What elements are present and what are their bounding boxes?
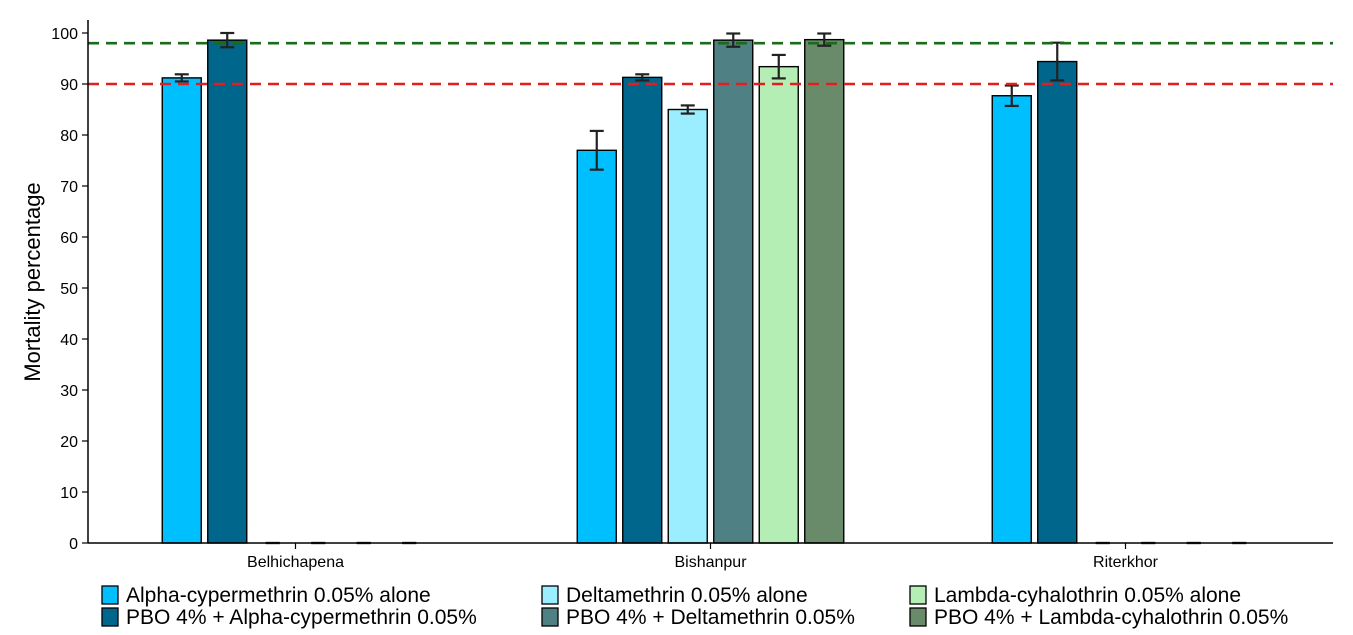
legend-item: Deltamethrin 0.05% alone	[541, 584, 808, 607]
x-tick-label: Bishanpur	[674, 554, 747, 571]
legend-label: Deltamethrin 0.05% alone	[566, 584, 808, 607]
legend-item: PBO 4% + Deltamethrin 0.05%	[541, 606, 855, 629]
legend-label: PBO 4% + Deltamethrin 0.05%	[566, 606, 855, 629]
y-axis-label: Mortality percentage	[20, 182, 45, 381]
y-tick-label: 20	[60, 434, 78, 451]
y-tick-label: 80	[60, 128, 78, 145]
error-bar	[589, 129, 604, 171]
x-tick-label: Riterkhor	[1093, 554, 1159, 571]
error-bar	[220, 31, 235, 49]
bar	[576, 149, 617, 544]
legend-label: PBO 4% + Alpha-cypermethrin 0.05%	[126, 606, 477, 629]
y-tick-label: 40	[60, 332, 78, 349]
bar	[161, 77, 202, 544]
error-bars-layer	[174, 31, 1247, 545]
legend-item: PBO 4% + Alpha-cypermethrin 0.05%	[101, 606, 477, 629]
error-bar	[726, 32, 741, 48]
y-tick-label: 100	[51, 26, 78, 43]
bars-layer	[161, 38, 1078, 544]
y-tick-label: 50	[60, 281, 78, 298]
legend-swatch	[101, 607, 119, 627]
error-bar	[680, 104, 695, 115]
legend-swatch	[909, 607, 927, 627]
legend-swatch	[101, 585, 119, 605]
y-tick-label: 30	[60, 383, 78, 400]
bar	[622, 76, 663, 544]
bar	[1037, 60, 1078, 544]
legend-label: Alpha-cypermethrin 0.05% alone	[126, 584, 431, 607]
y-tick-label: 60	[60, 230, 78, 247]
error-bar	[1004, 84, 1019, 108]
legend-label: Lambda-cyhalothrin 0.05% alone	[934, 584, 1241, 607]
y-tick-label: 90	[60, 77, 78, 94]
legend-item: PBO 4% + Lambda-cyhalothrin 0.05%	[909, 606, 1288, 629]
y-ticks-layer: 0 10 20 30 40 50 60 70 80 90 100	[51, 26, 88, 553]
bar	[804, 38, 845, 544]
legend-swatch	[541, 585, 559, 605]
legend-item: Alpha-cypermethrin 0.05% alone	[101, 584, 431, 607]
y-tick-label: 10	[60, 485, 78, 502]
error-bar	[174, 73, 189, 83]
x-ticks-layer: Belhichapena Bishanpur Riterkhor	[247, 543, 1159, 571]
legend-swatch	[541, 607, 559, 627]
error-bar	[635, 73, 650, 82]
axes-layer	[87, 20, 1333, 544]
y-tick-label: 0	[69, 536, 78, 553]
bar	[667, 108, 708, 544]
y-tick-label: 70	[60, 179, 78, 196]
legend-swatch	[909, 585, 927, 605]
legend-item: Lambda-cyhalothrin 0.05% alone	[909, 584, 1241, 607]
error-bar	[771, 53, 786, 80]
error-bar	[817, 32, 832, 47]
x-tick-label: Belhichapena	[247, 554, 344, 571]
bar	[207, 39, 248, 544]
bar	[991, 95, 1032, 544]
bar	[713, 39, 754, 544]
reference-lines-layer	[88, 41, 1333, 86]
bar	[758, 65, 799, 544]
legend-label: PBO 4% + Lambda-cyhalothrin 0.05%	[934, 606, 1288, 629]
